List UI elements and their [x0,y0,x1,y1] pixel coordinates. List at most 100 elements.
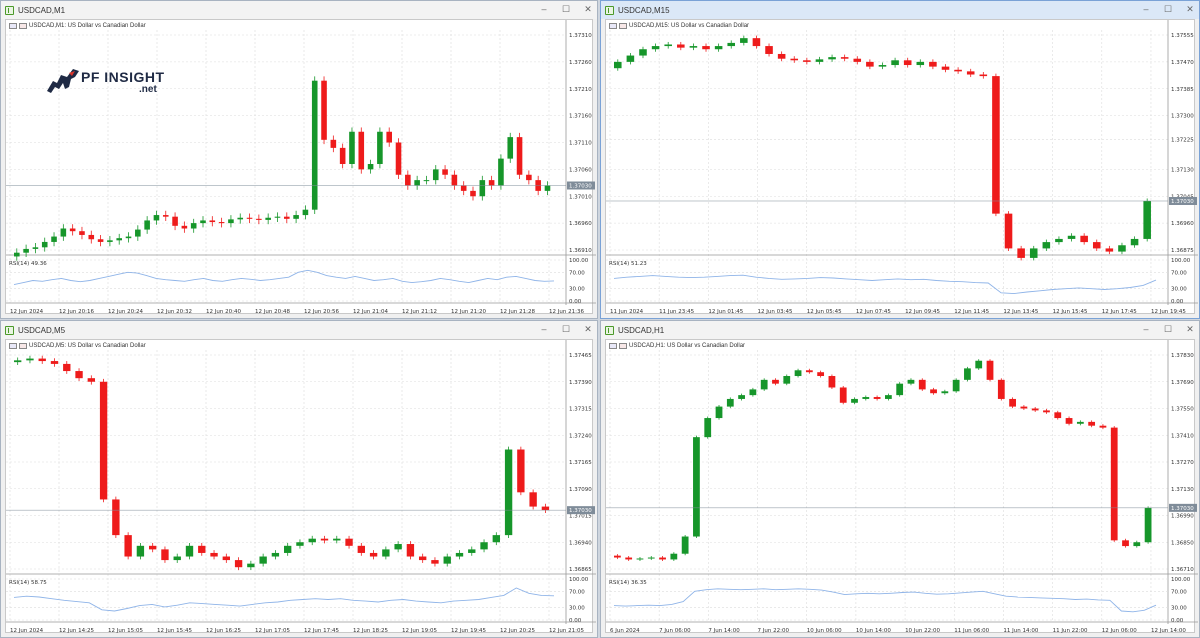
candle-body [504,449,513,536]
minimize-icon[interactable]: – [1143,4,1149,14]
close-icon[interactable]: ✕ [584,324,592,334]
chart-window-icon [605,5,614,15]
window-titlebar[interactable]: USDCAD,M15 – ☐ ✕ [601,1,1199,19]
rsi-level-label: 100.00 [1171,577,1191,583]
candle-body [144,220,150,230]
candle-body [259,556,267,564]
candle-body [903,60,912,66]
candle-body [498,158,504,186]
chart-window-usdcad-m15[interactable]: USDCAD,M15 – ☐ ✕ 1.37555 1.37470 1.37385 1.… [600,0,1200,319]
expert-icon [619,343,627,349]
candle-body [975,360,983,369]
candle-body [321,80,327,140]
candle-body [1143,200,1151,239]
window-titlebar[interactable]: USDCAD,M1 – ☐ ✕ [1,1,597,19]
window-title: USDCAD,M5 [18,325,66,335]
chart-window-usdcad-h1[interactable]: USDCAD,H1 – ☐ ✕ 1.37830 1.37690 1.37550 1.3… [600,320,1200,638]
candlestick-chart[interactable]: 1.37830 1.37690 1.37550 1.37410 1.37270 1.371… [606,340,1198,636]
minimize-icon[interactable]: – [1143,324,1149,334]
candle-body [1031,408,1039,411]
candle-body [14,360,22,363]
price-axis-label: 1.37060 [569,167,592,173]
candle-body [377,131,383,164]
current-price-tag [567,506,595,515]
candle-body [715,406,723,419]
candlestick-chart[interactable]: 1.37555 1.37470 1.37385 1.37300 1.37225 1.371… [606,20,1198,317]
candlestick-chart[interactable]: 1.37465 1.37390 1.37315 1.37240 1.37165 1.370… [6,340,596,636]
time-axis-label: 12 Jun 21:28 [500,309,535,315]
candle-body [659,557,666,560]
rsi-line [613,274,1157,295]
candle-body [125,236,132,239]
time-axis-label: 11 Jun 2024 [610,309,644,315]
close-icon[interactable]: ✕ [584,4,592,14]
candle-body [1088,421,1096,426]
price-axis-label: 1.37225 [1171,137,1194,143]
candle-body [986,360,994,380]
time-axis-label: 7 Jun 06:00 [659,628,691,634]
maximize-icon[interactable]: ☐ [1163,324,1173,334]
maximize-icon[interactable]: ☐ [561,4,571,14]
window-titlebar[interactable]: USDCAD,H1 – ☐ ✕ [601,321,1199,339]
time-axis-label: 12 Jun 07:45 [856,309,891,315]
window-titlebar[interactable]: USDCAD,M5 – ☐ ✕ [1,321,597,339]
minimize-icon[interactable]: – [541,4,547,14]
candle-body [218,222,225,224]
time-axis-label: 12 Jun 21:12 [402,309,437,315]
rsi-level-label: 70.00 [1171,270,1187,276]
time-axis-label: 12 Jun 20:25 [500,628,535,634]
candle-body [26,358,34,361]
candle-body [614,555,621,558]
candle-body [149,545,157,550]
chart-type-icon [609,23,617,29]
chart-area[interactable]: 1.37465 1.37390 1.37315 1.37240 1.37165 1.370… [5,339,596,636]
candle-body [885,395,892,399]
candle-body [862,397,870,399]
rsi-level-label: 0.00 [1171,618,1184,624]
candle-body [386,131,392,143]
candle-body [116,238,122,241]
time-axis-label: 12 Jun 15:45 [157,628,192,634]
candle-body [185,545,194,557]
time-axis-label: 12 Jun 2024 [10,309,44,315]
candle-body [87,378,95,382]
chart-window-usdcad-m5[interactable]: USDCAD,M5 – ☐ ✕ 1.37465 1.37390 1.37315 1.3… [0,320,598,638]
candle-body [265,217,271,220]
candle-body [625,557,633,560]
minimize-icon[interactable]: – [541,324,547,334]
candle-body [69,228,76,232]
time-axis-label: 12 Jun 20:16 [59,309,94,315]
chart-area[interactable]: 1.37555 1.37470 1.37385 1.37300 1.37225 1.371… [605,19,1198,317]
price-axis-label: 1.36990 [1171,514,1194,520]
candle-body [455,552,464,557]
candle-body [765,46,773,54]
candle-body [1118,245,1126,252]
candle-body [75,371,83,379]
chart-window-usdcad-m1[interactable]: USDCAD,M1 – ☐ ✕ 1.37310 1.37260 1.37210 1.3… [0,0,598,319]
candlestick-chart[interactable]: 1.37310 1.37260 1.37210 1.37160 1.37110 1.370… [6,20,596,317]
time-axis-label: 12 Jun 21:04 [353,309,388,315]
chart-area[interactable]: 1.37830 1.37690 1.37550 1.37410 1.37270 1.371… [605,339,1198,636]
candle-body [135,229,141,237]
candle-body [992,76,1000,214]
rsi-level-label: 30.00 [569,606,585,612]
candle-body [614,61,622,69]
chart-area[interactable]: 1.37310 1.37260 1.37210 1.37160 1.37110 1.370… [5,19,596,317]
candle-body [760,379,768,390]
candle-body [828,376,836,388]
price-axis-label: 1.36850 [1171,540,1194,546]
bull-logo-icon [47,69,79,93]
maximize-icon[interactable]: ☐ [1163,4,1173,14]
time-axis-label: 12 Jun 21:05 [549,628,584,634]
candle-body [99,381,108,500]
close-icon[interactable]: ✕ [1186,4,1194,14]
candle-body [1105,248,1114,252]
rsi-label: RSI(14) 58.75 [9,580,47,586]
price-axis-label: 1.37690 [1171,380,1194,386]
close-icon[interactable]: ✕ [1186,324,1194,334]
candle-body [296,542,304,546]
rsi-level-label: 70.00 [569,270,585,276]
candle-body [966,71,975,75]
candle-body [488,180,495,186]
maximize-icon[interactable]: ☐ [561,324,571,334]
